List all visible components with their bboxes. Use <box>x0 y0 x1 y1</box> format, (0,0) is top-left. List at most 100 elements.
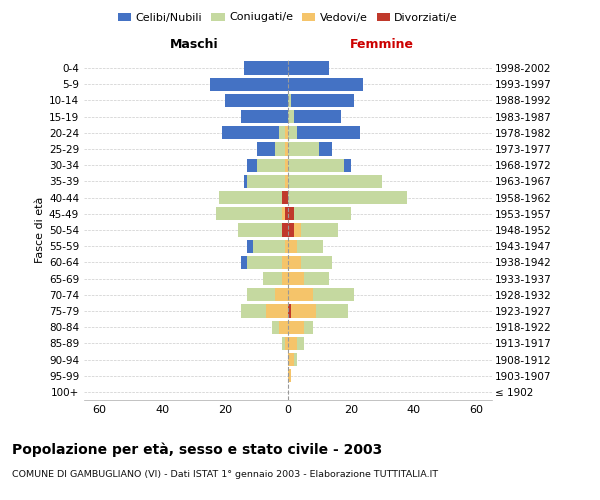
Bar <box>288 353 294 366</box>
Bar <box>288 207 351 220</box>
Bar <box>244 175 288 188</box>
Bar <box>275 288 288 302</box>
Bar <box>238 224 288 236</box>
Bar <box>288 320 304 334</box>
Bar <box>288 94 354 107</box>
Bar <box>288 288 354 302</box>
Bar <box>288 256 332 269</box>
Bar <box>244 62 288 74</box>
Bar <box>285 158 288 172</box>
Bar <box>288 272 304 285</box>
Bar <box>288 142 332 156</box>
Bar <box>288 110 294 124</box>
Bar <box>285 207 288 220</box>
Bar <box>288 207 294 220</box>
Bar <box>288 191 407 204</box>
Bar <box>288 224 301 236</box>
Bar <box>247 175 288 188</box>
Bar <box>278 320 288 334</box>
Bar <box>282 256 288 269</box>
Bar <box>247 288 288 302</box>
Bar <box>288 126 298 140</box>
Bar <box>288 175 382 188</box>
Bar <box>288 142 319 156</box>
Bar <box>288 110 341 124</box>
Bar <box>253 240 288 253</box>
Bar <box>288 304 347 318</box>
Text: Popolazione per età, sesso e stato civile - 2003: Popolazione per età, sesso e stato civil… <box>12 442 382 457</box>
Bar <box>288 304 291 318</box>
Bar <box>222 126 288 140</box>
Bar <box>288 224 294 236</box>
Bar <box>288 369 291 382</box>
Bar <box>241 256 288 269</box>
Bar <box>288 353 298 366</box>
Bar <box>285 175 288 188</box>
Bar <box>275 142 288 156</box>
Bar <box>288 336 304 350</box>
Bar <box>288 256 332 269</box>
Bar <box>272 320 288 334</box>
Bar <box>247 288 288 302</box>
Bar <box>288 191 407 204</box>
Bar <box>288 224 338 236</box>
Bar <box>282 191 288 204</box>
Bar <box>288 175 382 188</box>
Bar <box>282 336 288 350</box>
Bar <box>288 94 291 107</box>
Bar <box>288 158 344 172</box>
Bar <box>288 272 329 285</box>
Bar <box>285 240 288 253</box>
Bar <box>288 78 364 91</box>
Bar <box>238 224 288 236</box>
Bar <box>288 304 316 318</box>
Bar <box>282 224 288 236</box>
Bar <box>288 62 329 74</box>
Bar <box>247 158 288 172</box>
Bar <box>288 240 323 253</box>
Bar <box>257 142 288 156</box>
Legend: Celibi/Nubili, Coniugati/e, Vedovi/e, Divorziati/e: Celibi/Nubili, Coniugati/e, Vedovi/e, Di… <box>113 8 463 27</box>
Bar <box>288 240 323 253</box>
Bar <box>285 336 288 350</box>
Bar <box>282 272 288 285</box>
Text: COMUNE DI GAMBUGLIANO (VI) - Dati ISTAT 1° gennaio 2003 - Elaborazione TUTTITALI: COMUNE DI GAMBUGLIANO (VI) - Dati ISTAT … <box>12 470 438 479</box>
Bar <box>282 336 288 350</box>
Bar <box>288 272 329 285</box>
Bar <box>288 336 298 350</box>
Bar <box>288 240 298 253</box>
Bar <box>282 191 288 204</box>
Bar <box>288 288 354 302</box>
Text: Maschi: Maschi <box>170 38 218 51</box>
Bar <box>285 126 288 140</box>
Bar <box>288 369 291 382</box>
Bar <box>225 94 288 107</box>
Bar <box>247 240 288 253</box>
Bar <box>266 304 288 318</box>
Bar <box>272 320 288 334</box>
Bar <box>288 207 351 220</box>
Bar <box>282 224 288 236</box>
Bar <box>288 304 347 318</box>
Bar <box>288 288 313 302</box>
Bar <box>288 320 313 334</box>
Bar <box>288 207 294 220</box>
Bar <box>288 353 298 366</box>
Bar <box>241 110 288 124</box>
Bar <box>241 304 288 318</box>
Bar <box>285 142 288 156</box>
Bar <box>288 126 360 140</box>
Text: Femmine: Femmine <box>350 38 414 51</box>
Bar <box>209 78 288 91</box>
Bar <box>288 336 304 350</box>
Y-axis label: Fasce di età: Fasce di età <box>35 197 45 263</box>
Bar <box>241 304 288 318</box>
Bar <box>288 158 351 172</box>
Bar <box>219 191 288 204</box>
Bar <box>263 272 288 285</box>
Bar <box>247 256 288 269</box>
Bar <box>257 158 288 172</box>
Bar <box>263 272 288 285</box>
Bar <box>288 369 291 382</box>
Bar <box>288 320 313 334</box>
